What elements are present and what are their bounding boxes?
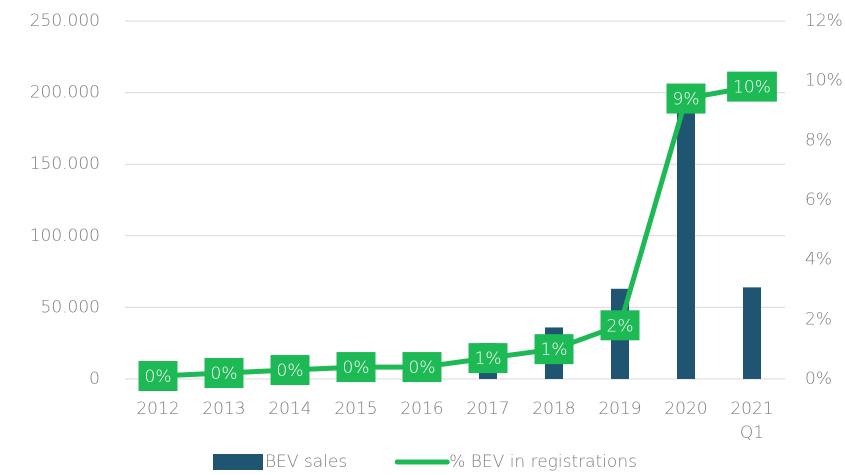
data-label-text: 2%: [607, 316, 634, 336]
bar: [743, 287, 761, 379]
y-tick-label: 50.000: [41, 297, 100, 317]
data-label: 0%: [270, 355, 310, 386]
y2-tick-label: 4%: [805, 250, 832, 270]
data-label-box: [600, 310, 640, 341]
data-label-text: 9%: [673, 90, 700, 110]
y2-tick-label: 12%: [805, 11, 843, 31]
bar: [677, 101, 695, 379]
data-label-text: 1%: [475, 349, 502, 369]
y2-tick-label: 8%: [805, 130, 832, 150]
data-label-box: [138, 361, 178, 392]
y-tick-label: 0: [89, 369, 100, 389]
data-label-text: 10%: [733, 78, 771, 98]
y2-tick-label: 0%: [805, 369, 832, 389]
legend-swatch: [213, 454, 263, 470]
data-label-text: 0%: [145, 367, 172, 387]
legend-label: % BEV in registrations: [449, 452, 637, 472]
data-label: 0%: [138, 361, 178, 392]
data-label-box: [270, 355, 310, 386]
data-label: 1%: [468, 343, 508, 374]
data-label-box: [727, 71, 777, 102]
data-label-text: 0%: [409, 358, 436, 378]
data-label-box: [468, 343, 508, 374]
data-label-text: 1%: [541, 340, 568, 360]
x-tick-label: 2017: [466, 399, 509, 419]
data-label: 9%: [666, 83, 706, 114]
data-label-text: 0%: [211, 364, 238, 384]
data-label: 10%: [727, 71, 777, 102]
y-tick-label: 100.000: [30, 226, 100, 246]
legend-label: BEV sales: [265, 452, 347, 472]
x-tick-label: 2015: [334, 399, 377, 419]
x-tick-label: 2014: [268, 399, 311, 419]
data-label-text: 0%: [277, 361, 304, 381]
y2-tick-label: 2%: [805, 309, 832, 329]
x-tick-label: 2021 Q1: [730, 399, 773, 443]
x-tick-label: 2012: [136, 399, 179, 419]
data-label-box: [534, 334, 574, 365]
x-tick-label: 2019: [598, 399, 641, 419]
line: [157, 84, 753, 379]
data-label: 0%: [336, 352, 376, 383]
data-label-box: [402, 352, 442, 383]
y-tick-label: 250.000: [30, 11, 100, 31]
data-label: 0%: [402, 352, 442, 383]
x-tick-label: 2013: [202, 399, 245, 419]
data-label: 0%: [204, 358, 244, 389]
x-tick-label: 2020: [664, 399, 707, 419]
y-tick-label: 150.000: [30, 154, 100, 174]
data-label: 2%: [600, 310, 640, 341]
data-label-box: [666, 83, 706, 114]
y2-tick-label: 6%: [805, 190, 832, 210]
data-label-text: 0%: [343, 358, 370, 378]
y-tick-label: 200.000: [30, 83, 100, 103]
x-tick-label: 2016: [400, 399, 443, 419]
data-label: 1%: [534, 334, 574, 365]
data-label-box: [336, 352, 376, 383]
x-tick-label: 2018: [532, 399, 575, 419]
data-label-box: [204, 358, 244, 389]
y2-tick-label: 10%: [805, 71, 843, 91]
